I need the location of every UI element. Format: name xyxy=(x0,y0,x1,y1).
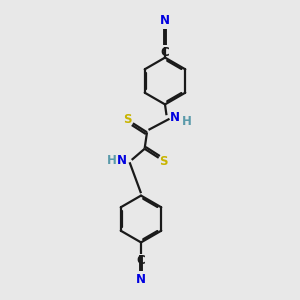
Text: H: H xyxy=(107,154,117,167)
Text: N: N xyxy=(170,111,180,124)
Text: C: C xyxy=(160,46,169,59)
Text: N: N xyxy=(160,14,170,27)
Text: S: S xyxy=(160,155,168,168)
Text: C: C xyxy=(136,254,146,267)
Text: H: H xyxy=(182,115,191,128)
Text: N: N xyxy=(136,273,146,286)
Text: S: S xyxy=(124,113,132,126)
Text: N: N xyxy=(117,154,127,167)
